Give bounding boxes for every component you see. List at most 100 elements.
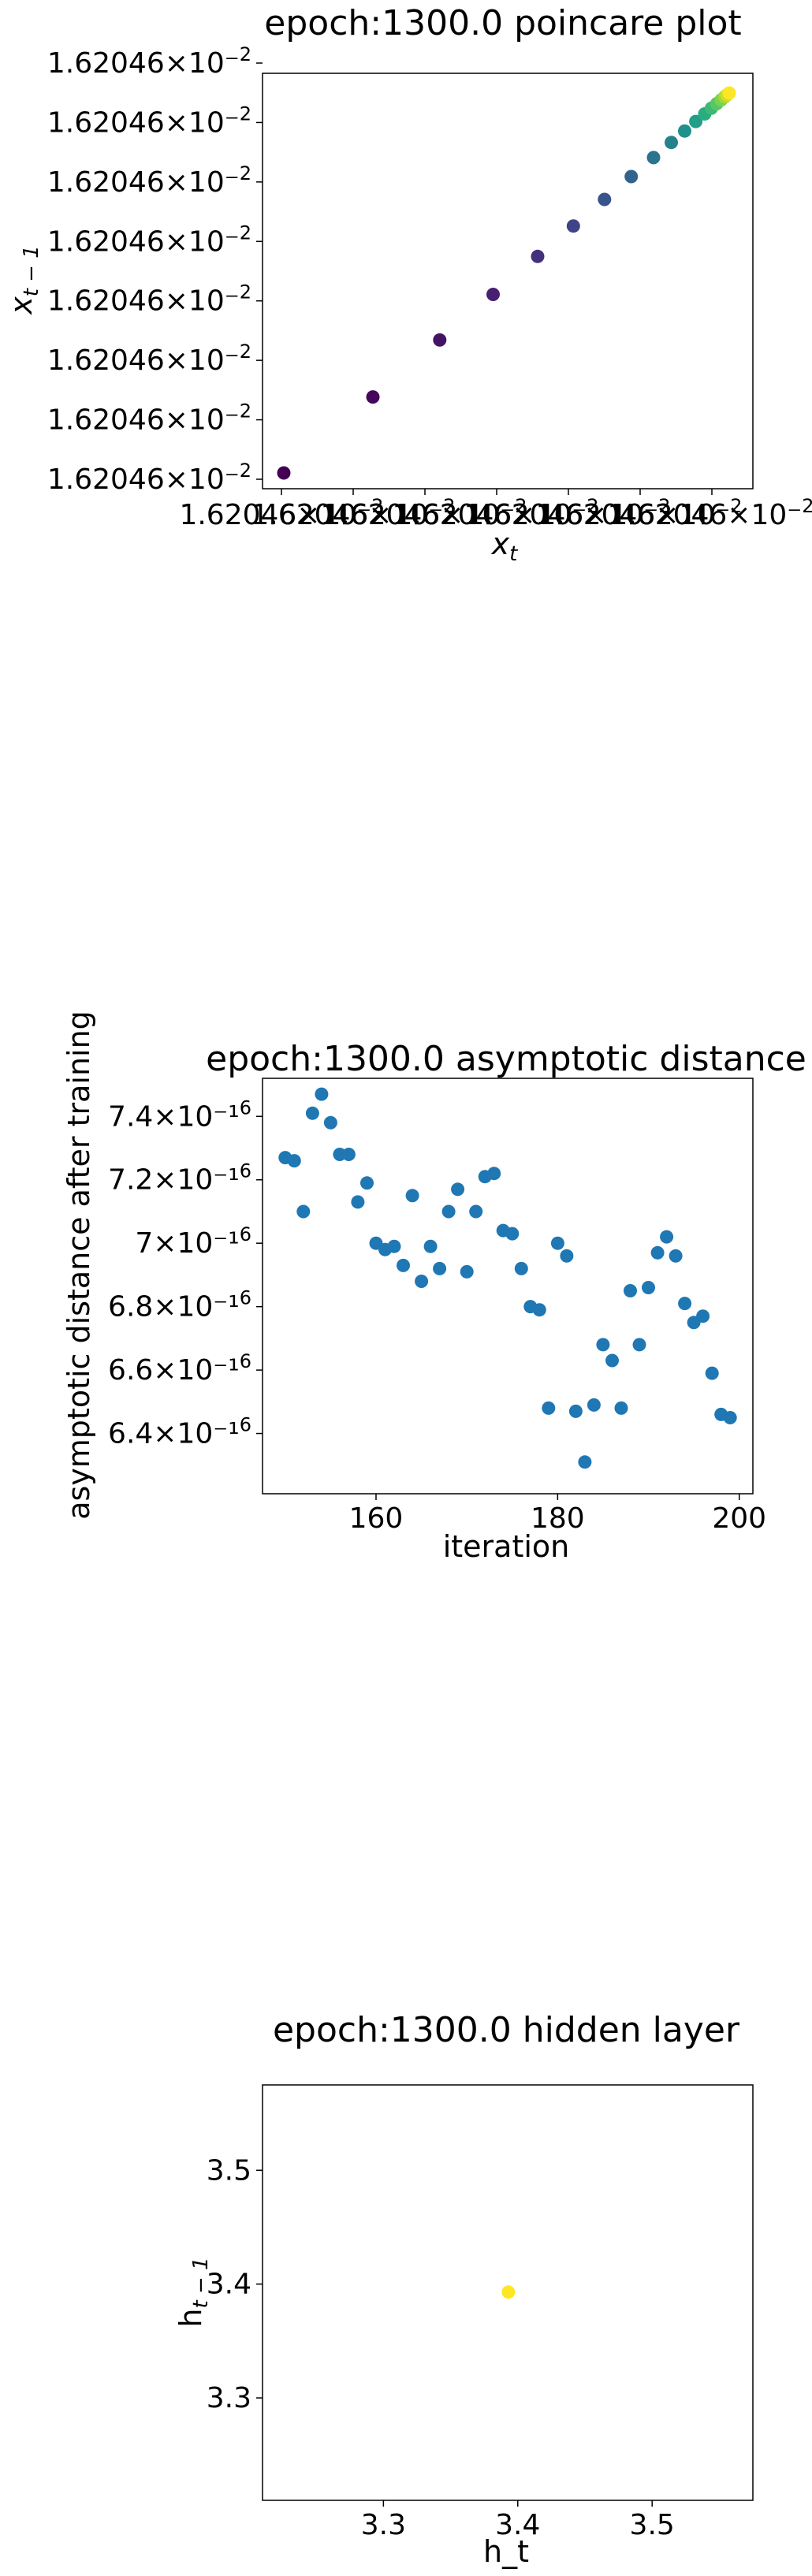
asymptotic-point (624, 1284, 637, 1297)
poincare-x-tick-label: 1.62046×10⁻2 (322, 495, 527, 531)
hidden-layer-y-tick-label: 3.3 (207, 2382, 251, 2414)
asymptotic-point (596, 1338, 610, 1352)
asymptotic-point (341, 1148, 356, 1161)
hidden-layer-title: epoch:1300.0 hidden layer (273, 2010, 740, 2050)
asymptotic-point (614, 1401, 628, 1415)
asymptotic-point (323, 1115, 337, 1130)
poincare-x-tick-label: 1.62046×10⁻2 (466, 495, 670, 531)
asymptotic-x-tick-label: 160 (349, 1502, 404, 1535)
poincare-point (665, 136, 678, 150)
asymptotic-y-tick-label: 6.6×10⁻¹6 (108, 1350, 251, 1387)
asymptotic-point (669, 1249, 683, 1263)
asymptotic-plot-frame (262, 1078, 754, 1495)
asymptotic-point (723, 1411, 737, 1424)
poincare-x-tick-label: 1.62046×10⁻2 (609, 495, 812, 531)
asymptotic-y-tick-label: 7.4×10⁻¹6 (108, 1096, 251, 1133)
poincare-y-tick-label: 1.62046×10⁻2 (47, 162, 251, 199)
poincare-point (689, 114, 703, 128)
asymptotic-point (423, 1239, 438, 1253)
hidden-layer-points (501, 2285, 516, 2299)
asymptotic-point (287, 1154, 301, 1168)
hidden-layer-x-ticks: 3.3 3.4 3.5 (361, 2500, 675, 2541)
hidden-layer-y-tick-label: 3.4 (207, 2269, 251, 2301)
asymptotic-point (705, 1366, 719, 1380)
asymptotic-points (278, 1087, 737, 1469)
asymptotic-point (305, 1106, 319, 1120)
poincare-ylabel: xt − 1 (4, 245, 43, 315)
asymptotic-point (560, 1249, 574, 1263)
poincare-x-tick-label: 1.62046×10⁻2 (251, 495, 455, 531)
hidden-layer-ylabel: ht − 1 (173, 2257, 213, 2327)
asymptotic-point (415, 1275, 429, 1288)
asymptotic-y-tick-label: 6.4×10⁻¹6 (108, 1414, 251, 1450)
hidden-layer-x-tick-label: 3.5 (630, 2509, 675, 2541)
asymptotic-y-tick-label: 6.8×10⁻¹6 (108, 1287, 251, 1323)
asymptotic-point (514, 1261, 528, 1275)
poincare-point (433, 333, 447, 347)
poincare-title: epoch:1300.0 poincare plot (264, 3, 741, 43)
asymptotic-point (542, 1401, 556, 1415)
hidden-layer-point (501, 2285, 516, 2299)
poincare-x-tick-label: 1.62046×10⁻2 (179, 495, 383, 531)
asymptotic-y-tick-label: 7×10⁻¹6 (135, 1223, 251, 1260)
asymptotic-point (568, 1404, 583, 1418)
asymptotic-point (550, 1236, 564, 1250)
asymptotic-point (487, 1167, 501, 1181)
poincare-point (624, 169, 639, 184)
asymptotic-y-tick-label: 7.2×10⁻¹6 (108, 1160, 251, 1197)
poincare-points (277, 86, 736, 480)
asymptotic-point (469, 1204, 483, 1219)
poincare-point (366, 390, 380, 404)
poincare-y-tick-label: 1.62046×10⁻2 (47, 460, 251, 496)
hidden-layer-y-tick-label: 3.5 (207, 2154, 251, 2187)
poincare-y-tick-label: 1.62046×10⁻2 (47, 102, 251, 139)
asymptotic-title: epoch:1300.0 asymptotic distance (206, 1039, 806, 1079)
asymptotic-point (660, 1230, 674, 1244)
poincare-plot-frame (262, 73, 754, 490)
poincare-point (646, 151, 661, 165)
hidden-layer-xlabel: h_t (483, 2534, 529, 2569)
poincare-y-tick-label: 1.62046×10⁻2 (47, 43, 251, 80)
asymptotic-ylabel: asymptotic distance after training (61, 1011, 96, 1520)
poincare-point (486, 288, 500, 301)
poincare-x-tick-label: 1.62046×10⁻2 (538, 495, 742, 531)
asymptotic-point (696, 1309, 710, 1323)
asymptotic-point (360, 1176, 374, 1190)
poincare-chart: epoch:1300.0 poincare plot 1.62046×10⁻21… (4, 3, 812, 566)
asymptotic-point (351, 1195, 365, 1209)
poincare-point (722, 86, 736, 100)
asymptotic-point (587, 1398, 601, 1412)
hidden-layer-y-ticks: 3.3 3.4 3.5 (207, 2154, 263, 2414)
asymptotic-xlabel: iteration (443, 1529, 570, 1564)
asymptotic-point (632, 1338, 646, 1352)
asymptotic-point (451, 1182, 465, 1197)
poincare-y-tick-label: 1.62046×10⁻2 (47, 221, 251, 258)
hidden-layer-chart: epoch:1300.0 hidden layer 3.33.43.5 3.3 3… (173, 2010, 754, 2569)
hidden-layer-x-tick-label: 3.4 (495, 2509, 540, 2541)
asymptotic-point (578, 1455, 592, 1469)
asymptotic-point (387, 1239, 401, 1253)
asymptotic-point (678, 1297, 692, 1311)
poincare-y-tick-label: 1.62046×10⁻2 (47, 341, 251, 377)
asymptotic-point (315, 1087, 329, 1101)
poincare-y-tick-label: 1.62046×10⁻2 (47, 400, 251, 437)
poincare-point (531, 249, 545, 263)
asymptotic-y-ticks: 6.4×10⁻¹6 6.6×10⁻¹6 6.8×10⁻¹6 7×10⁻¹6 7.2×10… (108, 1096, 263, 1450)
asymptotic-point (441, 1204, 456, 1219)
asymptotic-point (460, 1264, 474, 1279)
asymptotic-point (605, 1353, 619, 1368)
asymptotic-point (296, 1204, 311, 1219)
asymptotic-x-tick-label: 180 (531, 1502, 585, 1535)
asymptotic-chart: epoch:1300.0 asymptotic distance 6.4×10⁻… (61, 1011, 806, 1564)
asymptotic-point (650, 1245, 665, 1260)
hidden-layer-plot-frame (262, 2084, 754, 2501)
asymptotic-point (532, 1303, 546, 1317)
asymptotic-point (505, 1227, 520, 1241)
asymptotic-x-tick-label: 200 (712, 1502, 766, 1535)
asymptotic-point (642, 1281, 655, 1294)
poincare-point (598, 192, 612, 207)
asymptotic-point (397, 1258, 410, 1272)
hidden-layer-x-tick-label: 3.3 (361, 2509, 406, 2541)
poincare-x-ticks: 1.62046×10⁻21.62046×10⁻21.62046×10⁻21.62… (179, 489, 812, 531)
